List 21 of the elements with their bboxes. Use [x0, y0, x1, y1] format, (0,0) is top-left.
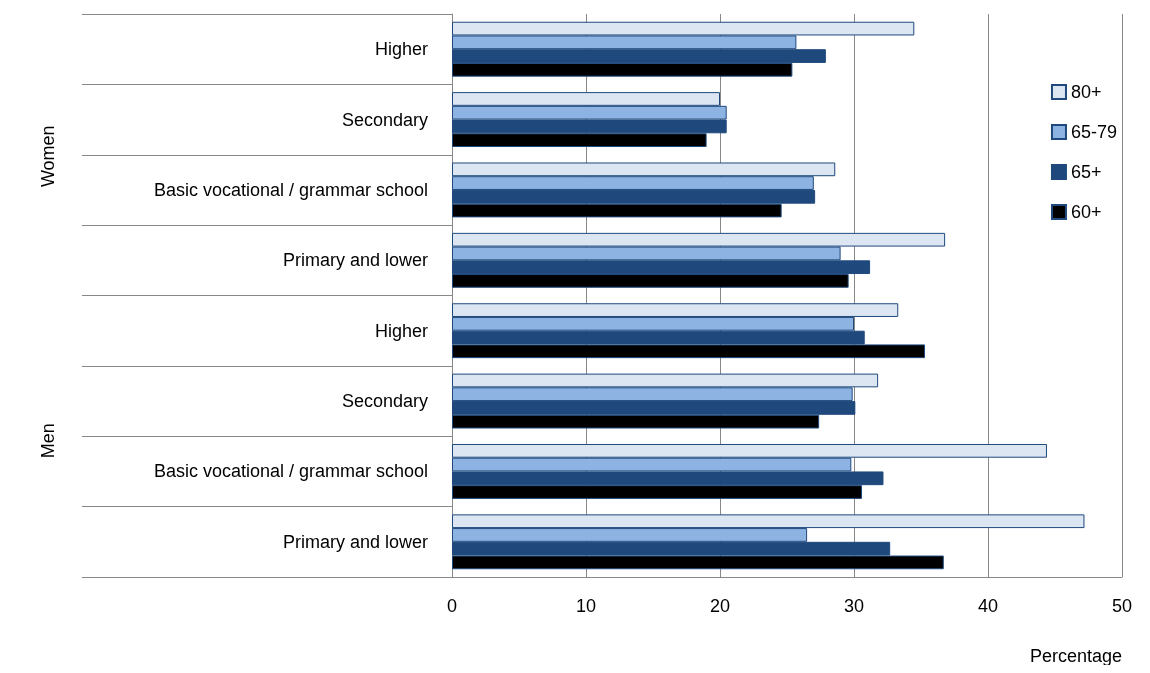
y-tick-label: Basic vocational / grammar school [153, 461, 428, 482]
y-tick-label: Primary and lower [282, 531, 428, 552]
x-tick-label: 20 [709, 596, 731, 616]
x-axis-title: Percentage [1029, 646, 1122, 666]
x-tick-label: 0 [446, 596, 458, 616]
x-tick-label: 30 [843, 596, 865, 616]
legend-label: 60+ [1070, 202, 1102, 222]
legend-label: 65+ [1070, 162, 1102, 182]
x-tick-label: 10 [575, 596, 597, 616]
legend-label: 80+ [1070, 82, 1102, 102]
legend-label: 65-79 [1070, 122, 1118, 142]
x-tick-label: 40 [977, 596, 999, 616]
text: Women [38, 125, 58, 188]
y-tick-label: Higher [374, 320, 428, 341]
text: Men [38, 423, 58, 459]
y-tick-label: Secondary [341, 391, 428, 412]
y-tick-label: Secondary [341, 109, 428, 130]
y-tick-label: Primary and lower [282, 250, 428, 271]
y-tick-label: Higher [374, 39, 428, 60]
y-tick-label: Basic vocational / grammar school [153, 179, 428, 200]
x-tick-label: 50 [1111, 596, 1133, 616]
